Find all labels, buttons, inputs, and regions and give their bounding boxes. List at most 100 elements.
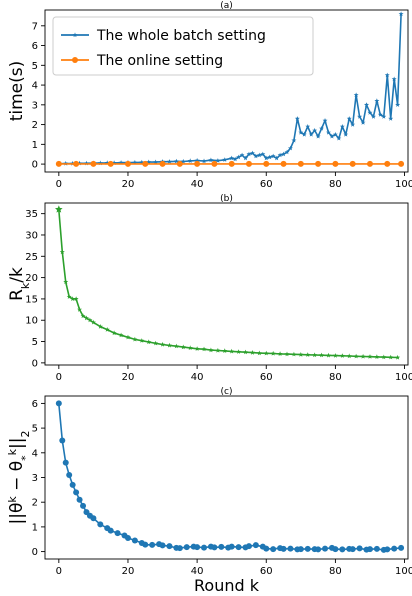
data-point: [374, 98, 380, 103]
data-point: [260, 151, 266, 157]
data-point: [229, 348, 235, 354]
data-point: [159, 160, 166, 167]
data-point: [173, 343, 179, 349]
data-point: [166, 543, 173, 550]
data-point: [294, 116, 300, 121]
data-point: [346, 116, 352, 121]
data-point: [73, 160, 80, 167]
data-point: [76, 496, 83, 503]
legend-entry: The online setting: [96, 53, 223, 69]
data-point: [118, 332, 124, 338]
data-point: [167, 342, 172, 348]
data-point: [277, 351, 283, 356]
data-point: [80, 313, 86, 319]
data-point: [228, 160, 235, 167]
panel-3: (c) 0 20 40 60 80 100 0 1 2 3 4 5 6 ||θk − θ*k||2 Round…: [6, 387, 412, 595]
panel-2: (b) 0 20 40 60 80 100 0 5 10 15 20 25 30 35 Rk/k: [7, 194, 412, 383]
data-point: [364, 102, 369, 107]
data-point: [84, 315, 89, 321]
data-point: [350, 122, 356, 127]
y-tick-label: 1: [32, 522, 38, 533]
legend-marker: [72, 57, 78, 63]
data-point: [90, 160, 97, 167]
x-tick-label: 100: [395, 179, 412, 190]
data-point: [73, 489, 80, 496]
y-tick-label: 30: [25, 230, 38, 241]
data-point: [339, 353, 345, 358]
data-point: [63, 279, 69, 284]
data-point: [256, 350, 262, 356]
data-point: [384, 546, 391, 553]
data-point: [332, 131, 338, 137]
x-tick-label: 60: [260, 566, 273, 577]
data-point: [312, 127, 318, 133]
data-point: [215, 158, 221, 163]
data-point: [84, 160, 89, 166]
data-point: [180, 344, 186, 350]
data-point: [291, 137, 297, 143]
data-point: [187, 158, 193, 163]
data-point: [366, 546, 373, 553]
data-point: [371, 114, 376, 119]
data-point: [211, 544, 218, 551]
data-point: [367, 354, 373, 359]
data-point: [222, 348, 228, 353]
data-point: [284, 149, 290, 155]
data-point: [69, 481, 76, 488]
data-point: [291, 351, 297, 357]
data-point: [201, 158, 207, 164]
data-point: [284, 351, 290, 357]
data-point: [246, 151, 252, 157]
x-tick-label: 40: [191, 179, 204, 190]
y-tick-label: 3: [32, 473, 38, 484]
y-tick-label: 35: [25, 209, 38, 220]
data-point: [187, 345, 193, 351]
data-point: [111, 160, 117, 165]
data-point: [270, 546, 277, 553]
y-tick-label: 0: [32, 547, 38, 558]
data-point: [356, 545, 363, 552]
x-tick-label: 40: [191, 566, 204, 577]
y-tick-label: 4: [32, 81, 38, 92]
data-point: [256, 152, 262, 158]
x-tick-label: 0: [56, 179, 62, 190]
data-point: [125, 334, 131, 340]
plot-frame: [44, 202, 409, 366]
data-point: [252, 542, 259, 549]
data-point: [388, 354, 394, 360]
data-point: [270, 153, 276, 159]
data-point: [160, 341, 165, 347]
x-tick-label: 80: [329, 179, 342, 190]
data-point: [381, 354, 387, 360]
data-point: [250, 150, 255, 156]
data-point: [176, 545, 183, 552]
plot-frame: [44, 9, 409, 173]
data-point: [298, 352, 304, 357]
data-point: [301, 131, 307, 137]
data-point: [319, 352, 324, 358]
data-point: [131, 537, 138, 544]
data-point: [308, 131, 314, 137]
data-point: [97, 521, 104, 528]
data-point: [288, 145, 293, 151]
data-point: [245, 543, 252, 550]
data-point: [228, 543, 235, 550]
data-point: [332, 160, 339, 167]
data-point: [142, 541, 149, 548]
x-tick-label: 20: [122, 566, 135, 577]
data-point: [349, 546, 356, 553]
data-point: [183, 544, 190, 551]
x-axis-label: Round k: [194, 576, 260, 595]
data-point: [180, 158, 186, 164]
data-point: [142, 160, 149, 167]
data-point: [305, 124, 311, 129]
data-point: [297, 546, 304, 553]
data-point: [353, 353, 359, 359]
data-point: [280, 160, 287, 167]
y-tick-label: 6: [32, 41, 38, 52]
data-point: [77, 307, 82, 312]
data-point: [281, 151, 286, 157]
y-tick-label: 15: [25, 294, 38, 305]
data-point: [395, 354, 401, 360]
data-point: [194, 544, 201, 551]
